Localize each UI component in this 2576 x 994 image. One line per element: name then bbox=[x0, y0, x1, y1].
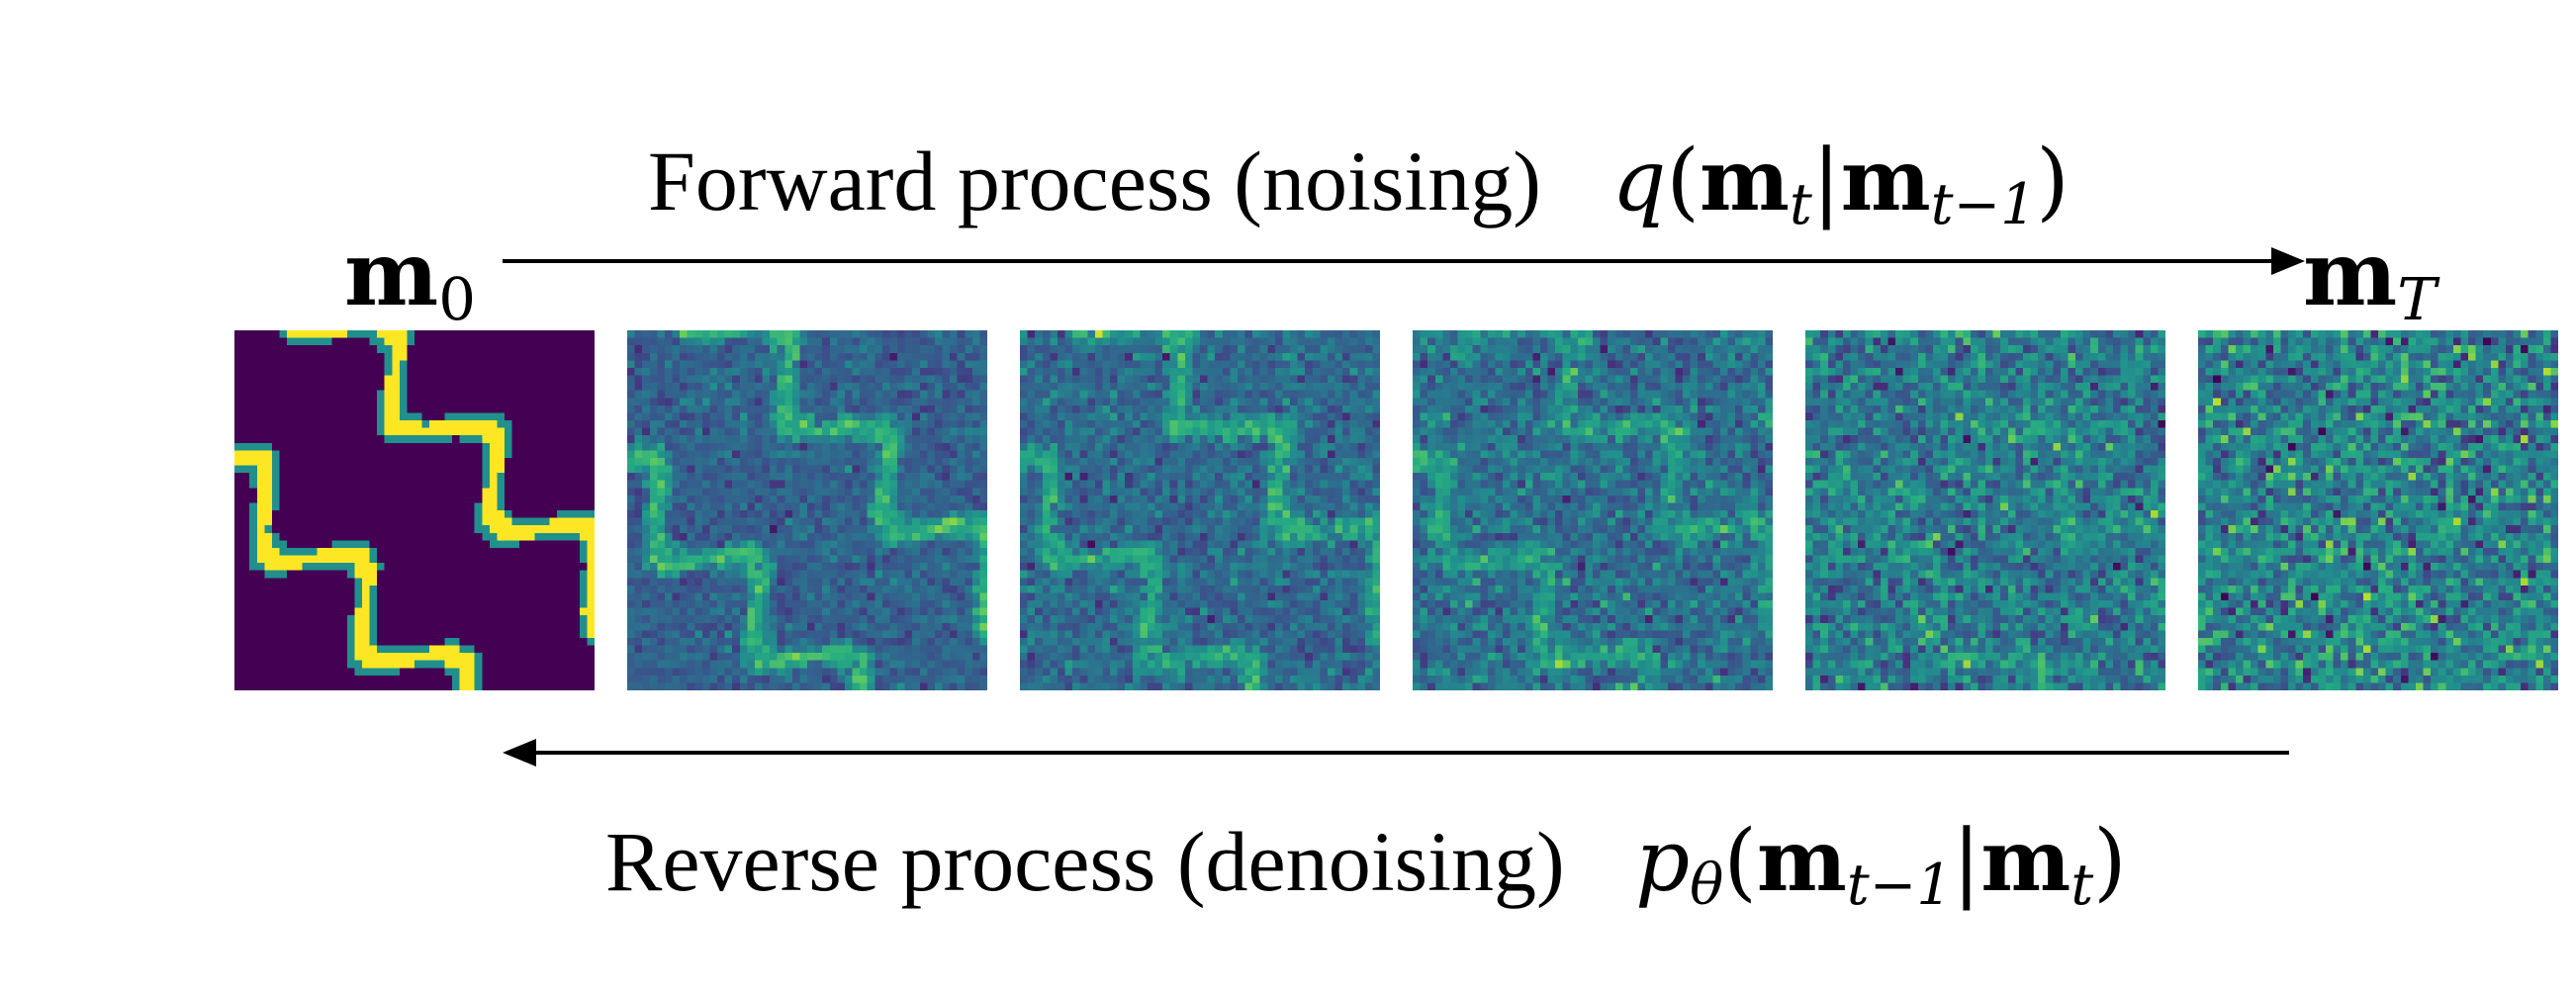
frame-step-3 bbox=[1413, 330, 1773, 690]
reverse-caption: Reverse process (denoising) pθ(mt−1|mt) bbox=[605, 819, 2127, 914]
end-state-label: mT bbox=[2303, 222, 2437, 334]
reverse-formula: pθ(mt−1|mt) bbox=[1635, 811, 2127, 919]
frame-step-0 bbox=[234, 330, 595, 690]
frame-step-5 bbox=[2198, 330, 2558, 690]
forward-label: Forward process (noising) bbox=[648, 134, 1541, 228]
reverse-arrow-line bbox=[534, 751, 2289, 755]
forward-arrow-head bbox=[2271, 247, 2305, 275]
reverse-arrow-head bbox=[503, 739, 536, 767]
forward-arrow-line bbox=[503, 259, 2273, 263]
reverse-label: Reverse process (denoising) bbox=[605, 814, 1565, 909]
start-state-label: m0 bbox=[344, 222, 477, 334]
frame-step-1 bbox=[627, 330, 987, 690]
forward-formula: q(mt|mt−1) bbox=[1611, 131, 2070, 238]
frame-step-2 bbox=[1020, 330, 1380, 690]
forward-caption: Forward process (noising) q(mt|mt−1) bbox=[648, 138, 2070, 233]
frame-step-4 bbox=[1805, 330, 2165, 690]
